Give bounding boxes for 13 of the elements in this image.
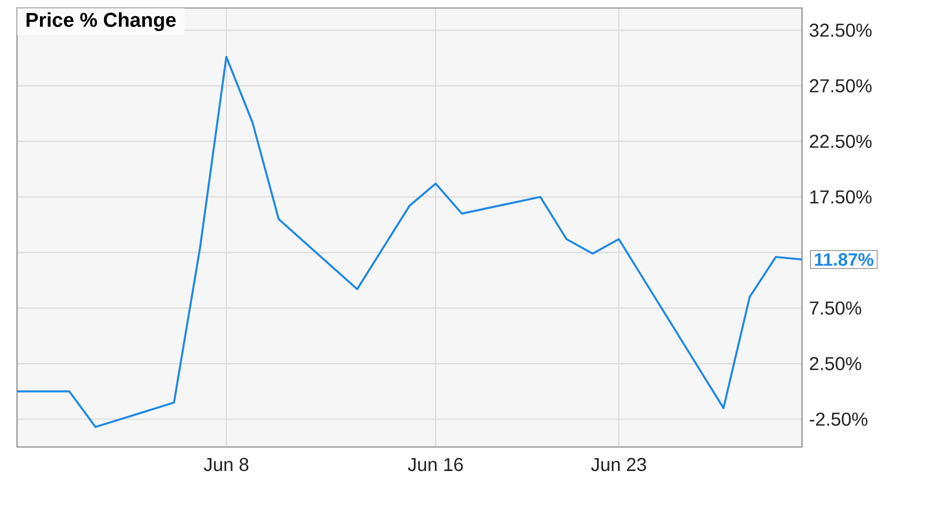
x-tick-label: Jun 23 [591,458,646,472]
y-tick-label: 17.50% [810,190,872,204]
x-tick-label: Jun 16 [408,458,463,472]
data-label: 11.87% [814,253,874,266]
y-tick-label: 32.50% [810,24,872,37]
x-tick-label: Jun 8 [204,458,248,472]
y-tick-label: 27.50% [810,79,872,92]
y-tick-label: 22.50% [810,134,872,148]
y-tick-label: -2.50% [810,412,868,426]
y-tick-label: 7.50% [810,301,862,315]
line-series [16,56,803,428]
y-tick-label: 2.50% [810,357,862,370]
chart-title: Price % Change [26,12,176,31]
